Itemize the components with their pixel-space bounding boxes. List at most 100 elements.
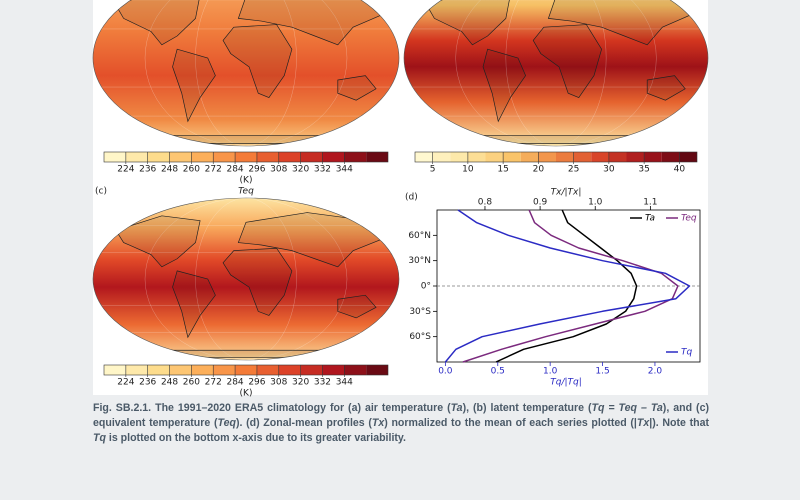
colorbar-tick-label: 248 [161,165,178,175]
graticule [505,0,607,146]
colorbar-swatch [344,365,367,375]
colorbar-swatch [278,365,301,375]
y-tick-label: 60°S [409,332,431,342]
colorbar-swatch [213,152,236,162]
colorbar-swatch [125,152,148,162]
coastline [532,24,602,99]
x2-tick-label: 0.9 [533,198,548,208]
colorbar-tick-label: 284 [226,165,243,175]
caption-text: ). (d) Zonal-mean profiles ( [235,417,372,429]
colorbar-tick-label: 5 [430,165,436,175]
map-field [92,0,400,147]
colorbar-tick-label: 236 [139,378,156,388]
caption-text: Fig. SB.2.1. The 1991–2020 ERA5 climatol… [93,402,451,414]
colorbar-tick-label: 25 [568,165,579,175]
graticule [195,198,297,360]
colorbar-swatch [626,152,645,162]
coastline [337,294,377,319]
colorbar-tick-label: 308 [270,165,287,175]
colorbar-swatch [538,152,556,162]
y-tick-label: 0° [421,282,431,292]
colorbar-unit: (K) [240,389,253,399]
coastline [237,0,385,46]
caption-text: Teq [217,417,236,429]
coastline [646,75,686,101]
x-tick-label: 0.5 [491,367,505,377]
colorbar-swatch [415,152,433,162]
colorbar-tick-label: 308 [270,378,287,388]
x-tick-label: 2.0 [648,367,663,377]
colorbar-swatch [661,152,680,162]
colorbar-swatch [256,365,279,375]
colorbar-tick-label: 20 [533,165,545,175]
profile-line [495,209,638,363]
colorbar-swatch [191,365,214,375]
colorbar-swatch [485,152,504,162]
colorbar-swatch [608,152,627,162]
colorbar-swatch [366,365,388,375]
colorbar-swatch [300,365,323,375]
map [92,0,400,147]
colorbar-swatch [520,152,539,162]
coastline [115,0,201,46]
caption-text: Tq = Teq – Ta [591,402,663,414]
colorbar-swatch [104,365,126,375]
coastline [115,215,201,268]
colorbar-swatch [213,365,236,375]
coastline [172,48,216,123]
coastline [426,0,511,46]
graticule [455,0,657,146]
coastline [337,75,377,101]
colorbar-swatch [169,152,192,162]
x2-tick-label: 1.0 [588,198,603,208]
colorbar-tick-label: 332 [314,378,331,388]
y-tick-label: 30°S [409,307,431,317]
caption-text: Tq [93,432,106,444]
colorbar-swatch [591,152,609,162]
y-tick-label: 60°N [408,231,431,241]
panel-title: Teq [238,187,254,197]
coastline [547,0,694,46]
legend-label: Tq [681,348,692,358]
colorbar-tick-label: 296 [248,165,265,175]
profile-line [462,209,679,363]
map-features [93,0,399,146]
caption-text: Ta [450,402,463,414]
colorbar-unit: (K) [240,176,253,186]
x-axis-label: Tq/|Tq| [550,378,582,388]
caption-text: Tx [636,417,650,429]
graticule [144,198,348,360]
colorbar-swatch [147,152,170,162]
colorbar-swatch [467,152,486,162]
colorbar-tick-label: 35 [638,165,649,175]
colorbar-swatch [644,152,662,162]
colorbar-swatch [191,152,214,162]
coastline [237,212,385,268]
colorbar-tick-label: 10 [462,165,474,175]
graticule [195,0,297,146]
colorbar-swatch [322,365,345,375]
colorbar-swatch [344,152,367,162]
map [403,0,709,147]
colorbar-tick-label: 260 [183,165,200,175]
colorbar-swatch [322,152,345,162]
legend-label: Teq [681,214,697,224]
colorbar-swatch [104,152,126,162]
x2-tick-label: 1.1 [643,198,657,208]
colorbar-swatch [256,152,279,162]
panel-label: (d) [405,193,418,203]
graticule [144,0,348,146]
colorbar-tick-label: 40 [674,165,686,175]
caption-text: is plotted on the bottom x-axis due to i… [105,432,406,444]
colorbar-swatch [169,365,192,375]
coastline [222,247,293,316]
colorbar-frame [103,364,389,376]
colorbar-swatch [300,152,323,162]
colorbar-tick-label: 30 [603,165,615,175]
colorbar-tick-label: 332 [314,165,331,175]
colorbar-tick-label: 344 [336,165,353,175]
panel-label: (c) [95,187,107,197]
colorbar-swatch [278,152,301,162]
colorbar-tick-label: 344 [336,378,353,388]
